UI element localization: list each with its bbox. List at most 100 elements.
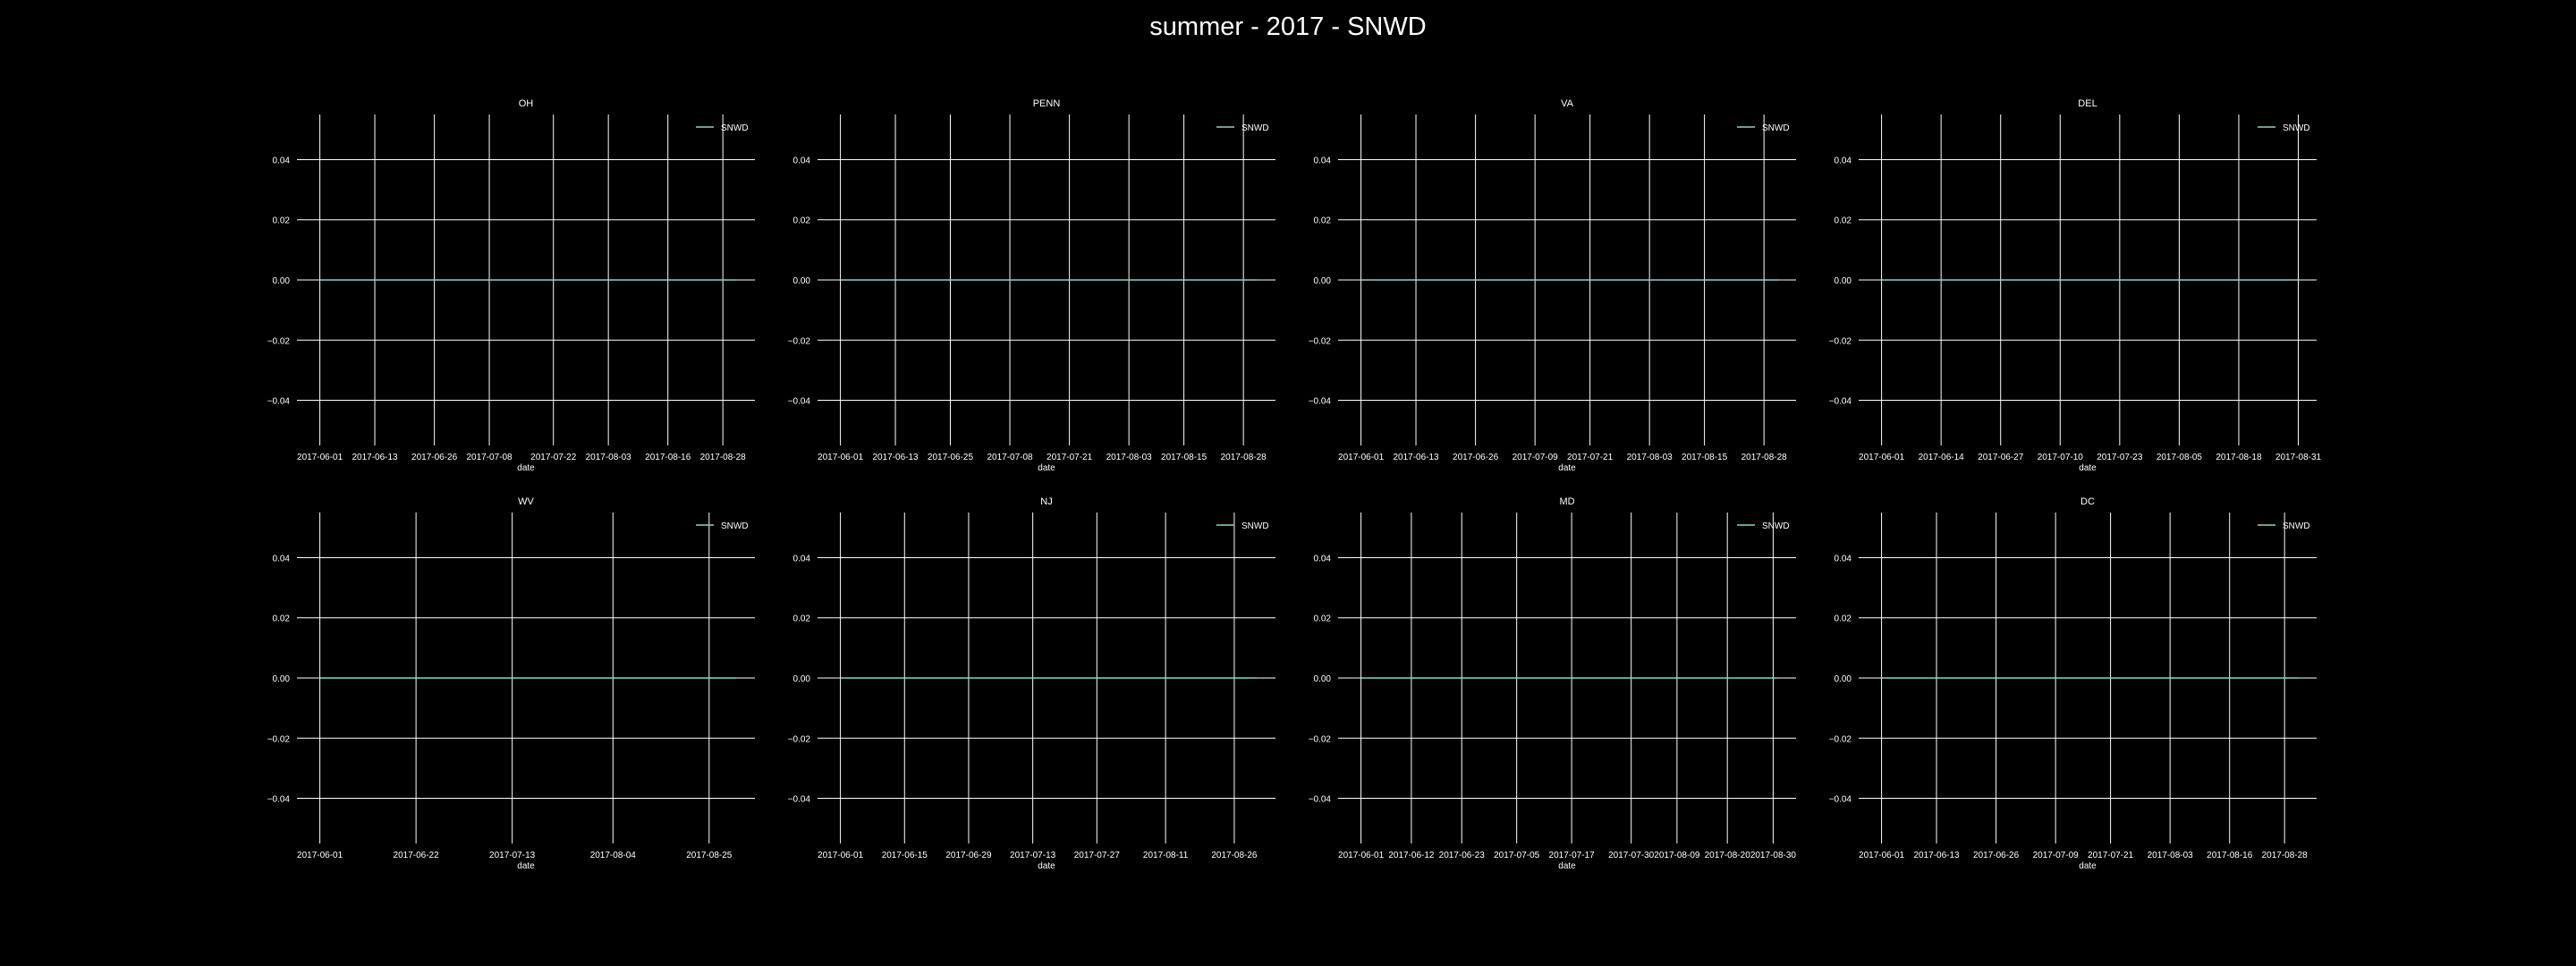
y-tick-label: 0.02 [1835,614,1852,624]
y-tick-label: −0.02 [1309,336,1332,346]
x-axis-label: date [1558,861,1576,871]
x-tick-label: 2017-07-05 [1494,851,1540,860]
y-tick-label: 0.04 [273,156,291,165]
legend-label: SNWD [2283,123,2310,133]
x-axis-label: date [517,861,535,871]
y-tick-label: −0.04 [267,397,291,407]
x-axis-label: date [517,463,535,473]
y-tick-label: −0.02 [267,734,291,744]
x-tick-label: 2017-08-09 [1654,851,1700,860]
x-axis-label: date [1038,463,1055,473]
y-tick-label: −0.02 [1309,734,1332,744]
x-tick-label: 2017-08-28 [1221,453,1267,462]
x-tick-label: 2017-06-01 [297,851,343,860]
y-tick-label: −0.04 [1829,795,1852,805]
x-tick-label: 2017-06-01 [818,851,864,860]
y-tick-label: 0.04 [793,554,811,564]
x-tick-label: 2017-08-11 [1143,851,1189,860]
x-tick-label: 2017-08-20 [1705,851,1751,860]
x-tick-label: 2017-07-23 [2097,453,2143,462]
x-tick-label: 2017-06-23 [1439,851,1486,860]
x-tick-label: 2017-08-16 [645,453,691,462]
y-tick-label: 0.02 [793,614,811,624]
y-tick-label: 0.00 [1835,674,1852,684]
y-tick-label: 0.00 [793,674,811,684]
x-axis-label: date [1558,463,1576,473]
x-tick-label: 2017-08-03 [586,453,632,462]
x-tick-label: 2017-08-03 [1106,453,1153,462]
x-axis-label: date [1038,861,1055,871]
y-tick-label: 0.00 [793,276,811,286]
y-tick-label: −0.04 [1829,397,1852,407]
x-tick-label: 2017-06-01 [297,453,343,462]
legend-label: SNWD [1241,521,1269,531]
x-tick-label: 2017-07-13 [1010,851,1056,860]
x-tick-label: 2017-08-15 [1682,453,1728,462]
x-axis-label: date [2079,463,2097,473]
panel-title: DC [2080,496,2095,507]
y-tick-label: −0.04 [267,795,291,805]
legend: SNWD [1216,123,1269,133]
legend-label: SNWD [1762,521,1790,531]
x-tick-label: 2017-07-10 [2038,453,2084,462]
y-tick-label: −0.02 [267,336,291,346]
y-tick-label: 0.04 [1314,156,1332,165]
legend: SNWD [2258,521,2310,531]
x-tick-label: 2017-06-01 [1338,453,1385,462]
legend: SNWD [1737,521,1790,531]
x-tick-label: 2017-08-03 [2148,851,2194,860]
y-tick-label: 0.00 [1314,674,1332,684]
legend: SNWD [696,123,749,133]
y-tick-label: −0.04 [788,795,811,805]
y-tick-label: −0.04 [1309,397,1332,407]
y-tick-label: 0.00 [273,674,291,684]
x-tick-label: 2017-08-28 [1741,453,1788,462]
legend: SNWD [1737,123,1790,133]
x-tick-label: 2017-08-26 [1211,851,1258,860]
legend-label: SNWD [1241,123,1269,133]
x-tick-label: 2017-06-13 [872,453,919,462]
y-tick-label: 0.02 [793,216,811,226]
y-tick-label: 0.00 [1835,276,1852,286]
x-tick-label: 2017-07-30 [1608,851,1655,860]
panel-title: OH [519,98,534,109]
x-tick-label: 2017-06-01 [1338,851,1385,860]
x-tick-label: 2017-06-13 [352,453,398,462]
x-tick-label: 2017-08-25 [686,851,733,860]
y-tick-label: −0.04 [788,397,811,407]
legend: SNWD [2258,123,2310,133]
y-tick-label: −0.02 [788,734,811,744]
x-tick-label: 2017-06-13 [1393,453,1439,462]
x-tick-label: 2017-08-16 [2207,851,2253,860]
legend: SNWD [696,521,749,531]
x-tick-label: 2017-06-13 [1913,851,1960,860]
x-tick-label: 2017-07-13 [489,851,536,860]
x-tick-label: 2017-08-31 [2275,453,2322,462]
x-tick-label: 2017-06-22 [394,851,440,860]
y-tick-label: 0.00 [273,276,291,286]
y-tick-label: 0.04 [793,156,811,165]
panel-title: PENN [1033,98,1061,109]
x-tick-label: 2017-07-08 [466,453,513,462]
y-tick-label: 0.04 [1835,554,1852,564]
x-tick-label: 2017-07-22 [530,453,577,462]
x-tick-label: 2017-08-15 [1161,453,1208,462]
y-tick-label: 0.04 [1835,156,1852,165]
panel-title: WV [518,496,534,507]
x-tick-label: 2017-08-28 [2262,851,2309,860]
x-tick-label: 2017-07-21 [1046,453,1093,462]
panel-title: NJ [1040,496,1052,507]
x-tick-label: 2017-08-28 [700,453,747,462]
x-tick-label: 2017-08-05 [2157,453,2203,462]
x-tick-label: 2017-06-01 [818,453,864,462]
y-tick-label: 0.02 [1314,216,1332,226]
x-tick-label: 2017-06-26 [411,453,458,462]
legend-label: SNWD [2283,521,2310,531]
x-tick-label: 2017-06-01 [1859,851,1905,860]
x-tick-label: 2017-08-04 [590,851,637,860]
